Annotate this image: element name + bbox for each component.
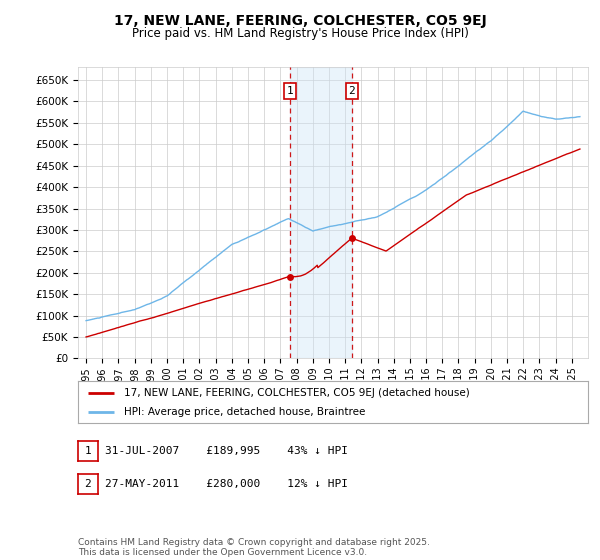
Text: 27-MAY-2011    £280,000    12% ↓ HPI: 27-MAY-2011 £280,000 12% ↓ HPI [105, 479, 348, 489]
Text: 31-JUL-2007    £189,995    43% ↓ HPI: 31-JUL-2007 £189,995 43% ↓ HPI [105, 446, 348, 456]
Text: 17, NEW LANE, FEERING, COLCHESTER, CO5 9EJ: 17, NEW LANE, FEERING, COLCHESTER, CO5 9… [113, 14, 487, 28]
Text: 17, NEW LANE, FEERING, COLCHESTER, CO5 9EJ (detached house): 17, NEW LANE, FEERING, COLCHESTER, CO5 9… [124, 388, 470, 398]
Text: Price paid vs. HM Land Registry's House Price Index (HPI): Price paid vs. HM Land Registry's House … [131, 27, 469, 40]
Text: 1: 1 [286, 86, 293, 96]
Text: Contains HM Land Registry data © Crown copyright and database right 2025.
This d: Contains HM Land Registry data © Crown c… [78, 538, 430, 557]
Text: HPI: Average price, detached house, Braintree: HPI: Average price, detached house, Brai… [124, 407, 365, 417]
Text: 2: 2 [85, 479, 91, 489]
Bar [290, 67, 352, 358]
Text: 2: 2 [349, 86, 355, 96]
Text: 1: 1 [85, 446, 91, 456]
